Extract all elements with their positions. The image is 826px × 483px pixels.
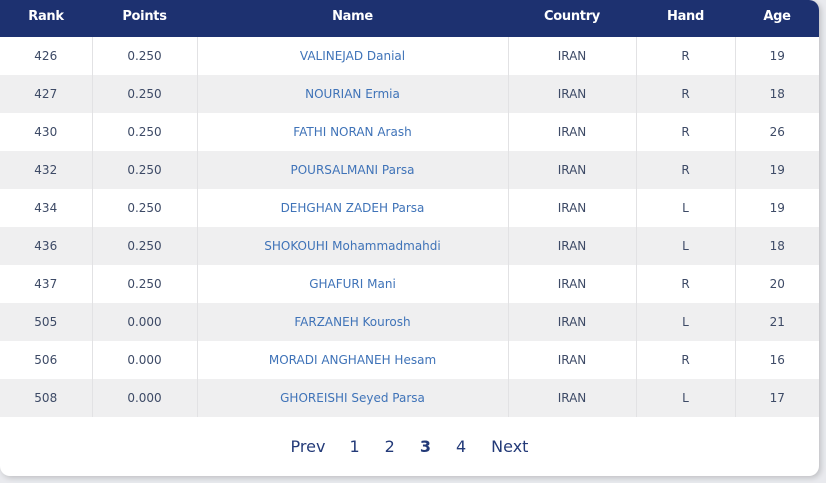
header-name[interactable]: Name <box>332 9 373 24</box>
cell-country: IRAN <box>508 227 637 265</box>
cell-age: 18 <box>769 239 785 253</box>
table-row: 432 0.250 POURSALMANI Parsa IRAN R 19 <box>0 151 819 189</box>
cell-country: IRAN <box>508 37 637 75</box>
cell-rank: 430 <box>0 113 93 151</box>
cell-country: IRAN <box>508 303 637 341</box>
ranking-table: Rank Points Name Country Hand Age 426 0.2… <box>0 0 819 417</box>
cell-name[interactable]: GHOREISHI Seyed Parsa <box>197 379 509 417</box>
table-row: 434 0.250 DEHGHAN ZADEH Parsa IRAN L 19 <box>0 189 819 227</box>
cell-name[interactable]: DEHGHAN ZADEH Parsa <box>197 189 509 227</box>
cell-rank: 505 <box>0 303 93 341</box>
cell-country: IRAN <box>508 113 637 151</box>
cell-name[interactable]: POURSALMANI Parsa <box>197 151 509 189</box>
cell-points: 0.000 <box>92 379 198 417</box>
cell-hand: R <box>636 151 736 189</box>
cell-name[interactable]: FARZANEH Kourosh <box>197 303 509 341</box>
cell-hand: R <box>636 265 736 303</box>
cell-age: 16 <box>769 353 785 367</box>
cell-country: IRAN <box>508 189 637 227</box>
cell-age: 19 <box>769 163 785 177</box>
cell-country: IRAN <box>508 75 637 113</box>
cell-name[interactable]: FATHI NORAN Arash <box>197 113 509 151</box>
table-header-row: Rank Points Name Country Hand Age <box>0 0 819 37</box>
table-row: 427 0.250 NOURIAN Ermia IRAN R 18 <box>0 75 819 113</box>
cell-rank: 432 <box>0 151 93 189</box>
header-points[interactable]: Points <box>122 9 167 24</box>
cell-rank: 437 <box>0 265 93 303</box>
table-row: 430 0.250 FATHI NORAN Arash IRAN R 26 <box>0 113 819 151</box>
cell-age: 19 <box>769 201 785 215</box>
cell-points: 0.000 <box>92 303 198 341</box>
cell-age: 19 <box>769 49 785 63</box>
cell-points: 0.250 <box>92 151 198 189</box>
table-row: 506 0.000 MORADI ANGHANEH Hesam IRAN R 16 <box>0 341 819 379</box>
cell-hand: R <box>636 75 736 113</box>
cell-age: 17 <box>769 391 785 405</box>
cell-points: 0.250 <box>92 265 198 303</box>
table-body: 426 0.250 VALINEJAD Danial IRAN R 19 427 0.250 N… <box>0 37 819 417</box>
cell-points: 0.250 <box>92 189 198 227</box>
prev-page-link[interactable]: Prev <box>290 436 326 456</box>
header-age[interactable]: Age <box>763 9 791 24</box>
cell-name[interactable]: SHOKOUHI Mohammadmahdi <box>197 227 509 265</box>
cell-hand: L <box>636 303 736 341</box>
header-rank[interactable]: Rank <box>28 9 64 24</box>
cell-name[interactable]: VALINEJAD Danial <box>197 37 509 75</box>
cell-rank: 427 <box>0 75 93 113</box>
cell-age: 26 <box>769 125 785 139</box>
header-hand[interactable]: Hand <box>666 9 704 24</box>
cell-name[interactable]: GHAFURI Mani <box>197 265 509 303</box>
page-link-3-current[interactable]: 3 <box>419 436 431 456</box>
cell-hand: R <box>636 341 736 379</box>
table-row: 505 0.000 FARZANEH Kourosh IRAN L 21 <box>0 303 819 341</box>
cell-hand: R <box>636 113 736 151</box>
cell-points: 0.250 <box>92 227 198 265</box>
cell-points: 0.250 <box>92 37 198 75</box>
cell-rank: 436 <box>0 227 93 265</box>
cell-hand: R <box>636 37 736 75</box>
table-row: 437 0.250 GHAFURI Mani IRAN R 20 <box>0 265 819 303</box>
cell-hand: L <box>636 189 736 227</box>
cell-country: IRAN <box>508 265 637 303</box>
cell-rank: 434 <box>0 189 93 227</box>
page-link-4[interactable]: 4 <box>455 436 467 456</box>
ranking-card: Rank Points Name Country Hand Age 426 0.2… <box>0 0 819 476</box>
cell-age: 21 <box>769 315 785 329</box>
table-row: 508 0.000 GHOREISHI Seyed Parsa IRAN L 17 <box>0 379 819 417</box>
header-country[interactable]: Country <box>544 9 600 24</box>
cell-points: 0.250 <box>92 113 198 151</box>
page-link-2[interactable]: 2 <box>384 436 395 456</box>
next-page-link[interactable]: Next <box>491 436 529 456</box>
cell-points: 0.250 <box>92 75 198 113</box>
cell-country: IRAN <box>508 151 637 189</box>
table-row: 436 0.250 SHOKOUHI Mohammadmahdi IRAN L 18 <box>0 227 819 265</box>
cell-rank: 506 <box>0 341 93 379</box>
cell-points: 0.000 <box>92 341 198 379</box>
cell-rank: 426 <box>0 37 93 75</box>
cell-hand: L <box>636 227 736 265</box>
cell-rank: 508 <box>0 379 93 417</box>
cell-country: IRAN <box>508 379 637 417</box>
cell-age: 20 <box>769 277 785 291</box>
cell-name[interactable]: MORADI ANGHANEH Hesam <box>197 341 509 379</box>
pagination: Prev 1 2 3 4 Next <box>0 416 819 476</box>
cell-hand: L <box>636 379 736 417</box>
table-row: 426 0.250 VALINEJAD Danial IRAN R 19 <box>0 37 819 75</box>
cell-age: 18 <box>769 87 785 101</box>
cell-name[interactable]: NOURIAN Ermia <box>197 75 509 113</box>
page-link-1[interactable]: 1 <box>349 436 360 456</box>
cell-country: IRAN <box>508 341 637 379</box>
